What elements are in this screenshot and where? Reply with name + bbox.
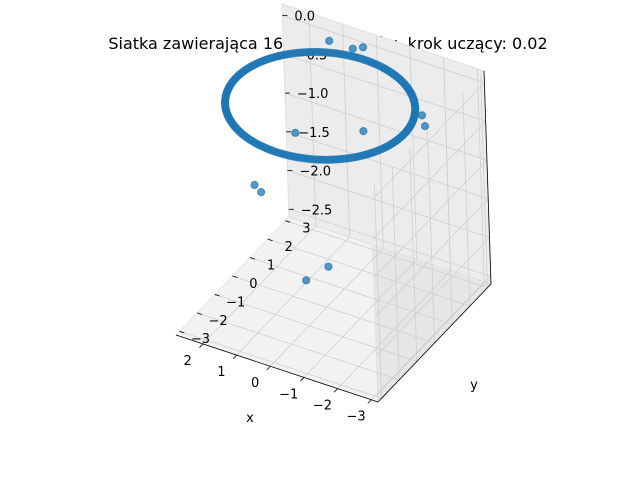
ring-point bbox=[230, 75, 239, 84]
x-tick-label: 2 bbox=[184, 354, 192, 369]
z-tick-label: −2.5 bbox=[301, 203, 333, 218]
x-tick bbox=[199, 343, 204, 348]
x-tick bbox=[367, 399, 372, 404]
x-grid-line bbox=[371, 68, 485, 401]
x-tick bbox=[300, 377, 305, 382]
outlier-point bbox=[250, 180, 259, 190]
outlier-point bbox=[417, 111, 427, 120]
outlier-point bbox=[348, 44, 357, 53]
axis-lines bbox=[175, 70, 492, 403]
outlier-point bbox=[325, 36, 334, 46]
x-grid-line bbox=[270, 35, 384, 367]
x-tick-label: −3 bbox=[347, 410, 366, 425]
x-axis-label: x bbox=[246, 411, 254, 426]
y-tick bbox=[197, 312, 203, 315]
y-tick-label: 1 bbox=[267, 259, 275, 274]
z-tick-label: −2.0 bbox=[300, 165, 332, 180]
y-tick-label: 2 bbox=[285, 240, 293, 255]
x-tick-label: −2 bbox=[313, 399, 332, 414]
z-tick-label: 0.0 bbox=[294, 10, 315, 25]
outlier-point bbox=[359, 127, 368, 136]
x-tick-label: −1 bbox=[279, 387, 298, 402]
y-tick bbox=[179, 330, 185, 334]
y-tick bbox=[214, 294, 220, 297]
x-grid-line bbox=[202, 12, 317, 345]
data-points bbox=[221, 36, 430, 285]
x-tick-label: 1 bbox=[217, 365, 225, 380]
y-tick-label: −3 bbox=[191, 332, 210, 347]
z-tick-label: −1.5 bbox=[298, 126, 330, 141]
x-axis-line bbox=[175, 334, 379, 403]
y-tick bbox=[267, 238, 273, 242]
x-tick bbox=[266, 365, 271, 371]
outlier-point bbox=[302, 276, 311, 285]
y-tick bbox=[285, 220, 291, 223]
z-tick-label: −1.0 bbox=[297, 87, 329, 102]
y-tick-label: 0 bbox=[249, 277, 257, 292]
y-axis-line bbox=[377, 283, 492, 403]
x-tick-label: 0 bbox=[251, 376, 259, 391]
outlier-point bbox=[291, 128, 300, 137]
tick-marks bbox=[179, 15, 372, 404]
y-axis-label: y bbox=[470, 378, 478, 393]
z-axis-line bbox=[483, 70, 492, 285]
y-tick-label: 3 bbox=[302, 222, 310, 237]
outlier-point bbox=[420, 122, 430, 131]
outlier-point bbox=[257, 188, 266, 197]
outlier-point bbox=[324, 262, 333, 271]
outlier-point bbox=[358, 43, 368, 52]
y-tick-label: −2 bbox=[209, 314, 228, 329]
y-tick-label: −1 bbox=[226, 295, 245, 310]
x-tick bbox=[232, 354, 237, 359]
x-tick bbox=[333, 388, 338, 393]
y-tick bbox=[250, 257, 256, 260]
x-grid-line bbox=[236, 24, 351, 356]
outlier-point bbox=[275, 51, 284, 61]
y-tick bbox=[232, 275, 238, 278]
